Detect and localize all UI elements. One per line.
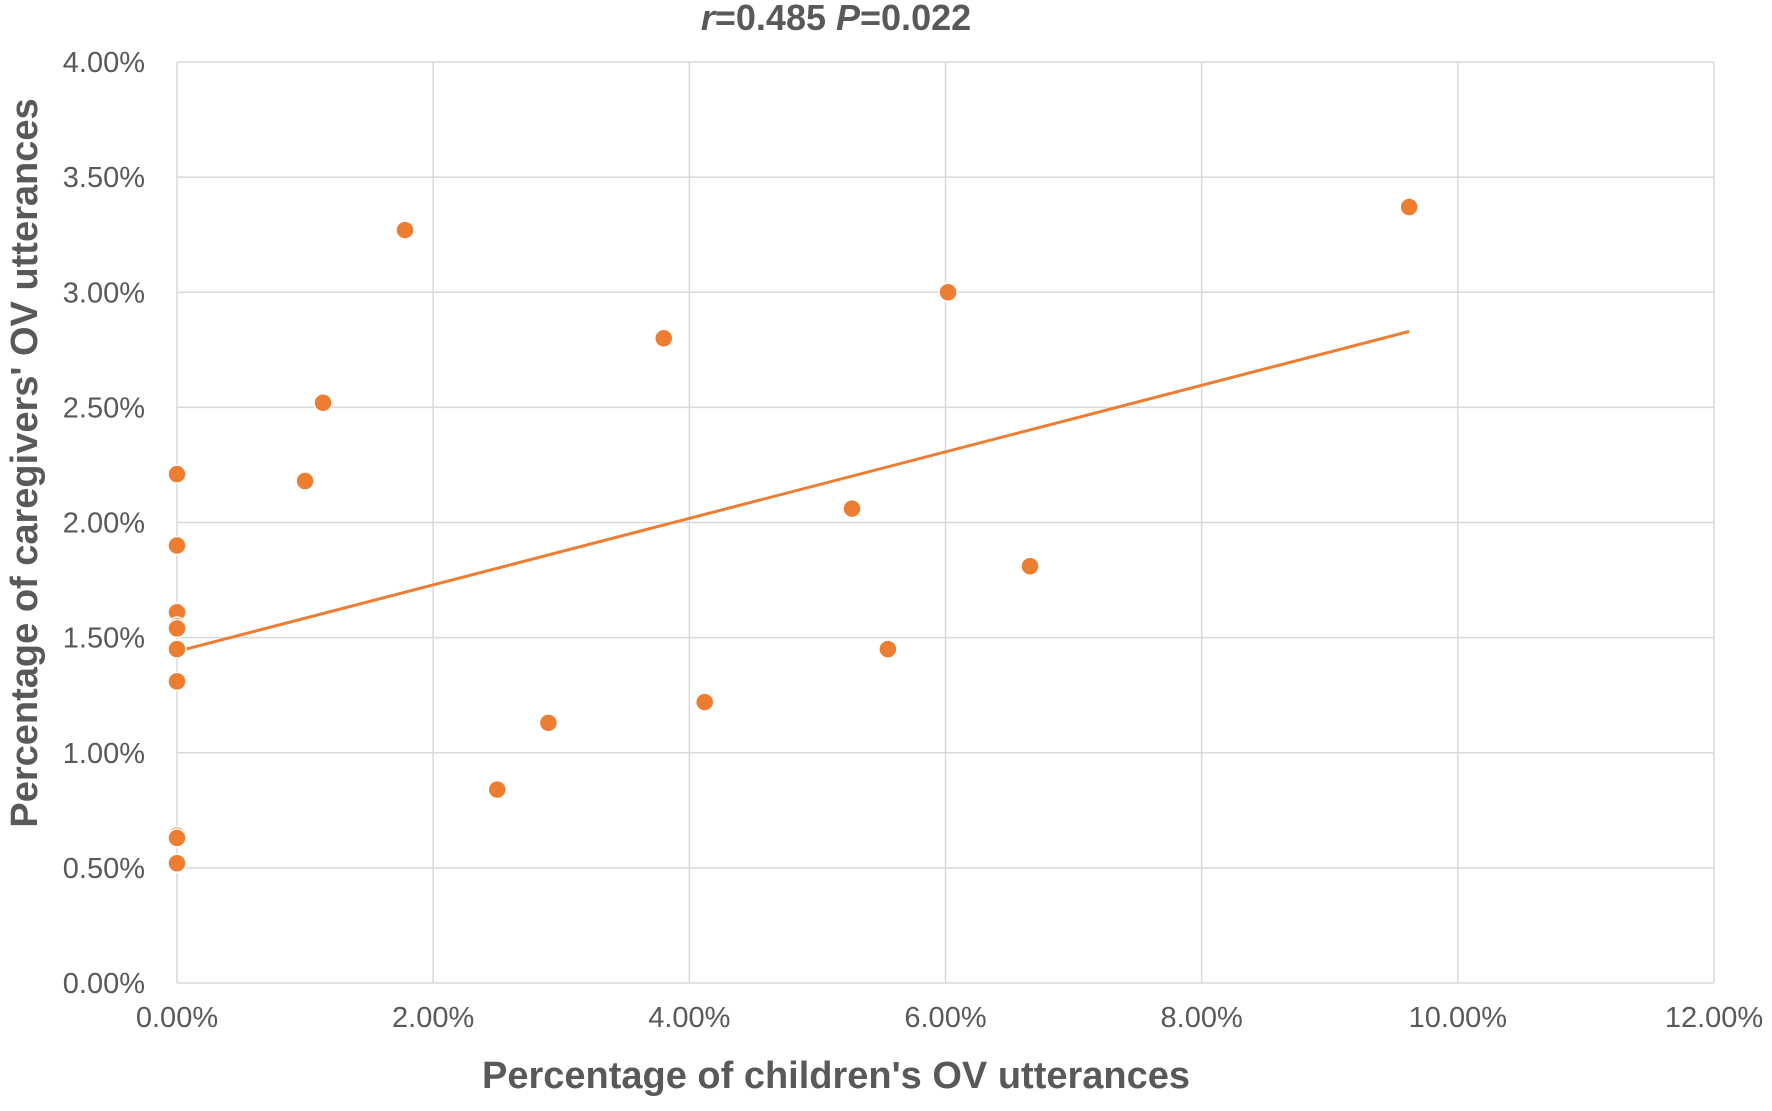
data-point	[167, 618, 187, 639]
x-axis-title: Percentage of children's OV utterances	[482, 1055, 1190, 1097]
trendline	[176, 329, 1410, 653]
y-tick-label: 3.50%	[63, 162, 145, 194]
title-r-symbol: r	[701, 0, 717, 38]
y-tick-label: 0.00%	[63, 968, 145, 1000]
data-point	[538, 713, 559, 733]
data-point	[167, 853, 187, 874]
data-point	[938, 282, 958, 302]
x-tick-label: 12.00%	[1665, 1002, 1763, 1034]
data-point	[313, 393, 333, 413]
data-point	[653, 328, 674, 349]
y-axis-title: Percentage of caregivers' OV utterances	[4, 98, 46, 827]
y-tick-label: 2.50%	[63, 392, 145, 424]
y-tick-label: 0.50%	[63, 853, 145, 885]
y-tick-label: 3.00%	[63, 277, 145, 309]
data-points	[167, 197, 1419, 874]
data-point	[487, 779, 507, 800]
title-p-symbol: P	[836, 0, 861, 38]
data-point	[694, 692, 715, 712]
data-point	[295, 471, 315, 491]
y-tick-label: 1.00%	[63, 738, 145, 770]
data-point	[167, 671, 187, 692]
data-point	[167, 828, 187, 848]
x-tick-label: 0.00%	[136, 1002, 218, 1034]
title-r-value: =0.485	[715, 0, 836, 38]
y-axis-ticks: 0.00% 0.50% 1.00% 1.50% 2.00% 2.50% 3.00% 3.50%…	[63, 47, 145, 1000]
data-point	[167, 639, 187, 659]
y-tick-label: 2.00%	[63, 508, 145, 540]
x-tick-label: 10.00%	[1409, 1002, 1507, 1034]
x-axis-ticks: 0.00% 2.00% 4.00% 6.00% 8.00% 10.00% 12.00%	[136, 1002, 1763, 1034]
title-p-value: =0.022	[860, 0, 971, 38]
trendline-layer	[176, 329, 1410, 653]
x-tick-label: 6.00%	[904, 1002, 986, 1034]
data-point	[167, 535, 187, 556]
data-point	[167, 464, 187, 484]
data-point	[1020, 556, 1040, 576]
data-point	[395, 220, 415, 240]
chart-title: r=0.485 P=0.022	[701, 0, 971, 38]
gridlines	[176, 61, 1715, 984]
data-point	[878, 639, 898, 659]
x-tick-label: 4.00%	[648, 1002, 730, 1034]
y-tick-label: 1.50%	[63, 623, 145, 655]
x-tick-label: 8.00%	[1161, 1002, 1243, 1034]
data-point	[842, 498, 862, 519]
x-tick-label: 2.00%	[392, 1002, 474, 1034]
y-tick-label: 4.00%	[63, 47, 145, 79]
data-point	[1399, 197, 1419, 217]
